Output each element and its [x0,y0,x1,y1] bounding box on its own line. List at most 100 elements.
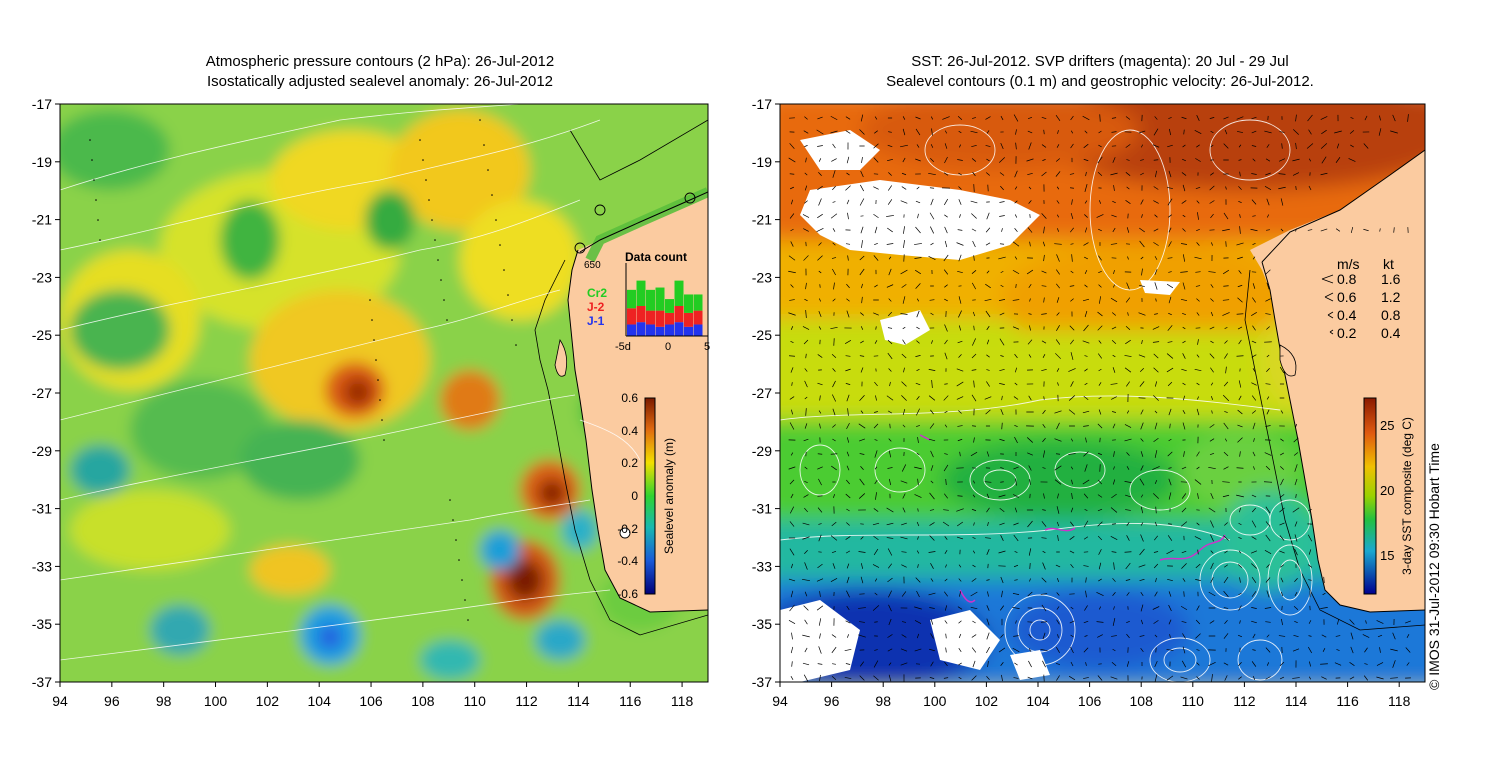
velocity-arrow [858,493,866,499]
velocity-arrow [1167,535,1173,541]
velocity-arrow [1071,492,1073,500]
velocity-arrow [887,327,893,329]
velocity-arrow [956,521,964,527]
velocity-arrow [901,551,907,553]
velocity-arrow [970,130,978,134]
velocity-arrow [973,380,975,388]
velocity-arrow [1042,354,1046,358]
velocity-arrow [1266,282,1270,290]
velocity-arrow [1140,438,1144,442]
velocity-arrow [1182,422,1186,430]
right-xtick-label: 108 [1130,693,1154,709]
velocity-arrow [1056,592,1060,596]
sst-colorbar: 25 20 15 3-day SST composite (deg C) [1363,397,1414,595]
velocity-arrow [1181,493,1187,499]
velocity-arrow [788,255,796,261]
velocity-arrow [1152,326,1160,330]
velocity-arrow [832,185,836,191]
velocity-arrow [1154,282,1158,290]
velocity-arrow [943,493,949,499]
velocity-arrow [1070,563,1074,569]
velocity-arrow [818,478,822,486]
data-count-bar-j1 [665,324,674,336]
velocity-arrow [1098,340,1102,344]
velocity-arrow [874,242,878,246]
velocity-arrow [1111,661,1117,667]
velocity-arrow [802,536,810,540]
velocity-arrow [1237,284,1243,288]
velocity-arrow [1224,340,1228,344]
velocity-arrow [832,228,836,232]
velocity-arrow [1098,255,1102,261]
velocity-arrow [1379,228,1381,232]
velocity-arrow [1124,355,1132,357]
velocity-arrow [1096,214,1104,218]
vel-legend-arrow-08 [1321,274,1334,284]
velocity-arrow [1084,200,1088,204]
velocity-arrow [1321,156,1327,164]
velocity-arrow [1350,226,1354,234]
velocity-arrow [1041,144,1047,148]
velocity-arrow [1293,452,1299,456]
sla-tick-3: 0 [631,489,638,503]
velocity-arrow [888,604,892,612]
velocity-arrow [1237,564,1243,568]
velocity-arrow [1041,270,1047,274]
velocity-arrow [860,312,864,316]
velocity-arrow [1112,592,1116,596]
left-map: 650 Data count -5d 0 5 Cr2 J-2 J-1 0.6 0… [32,96,710,709]
velocity-arrow [1238,144,1242,148]
velocity-arrow [1126,633,1130,639]
velocity-arrow [1154,313,1158,315]
velocity-arrow [874,116,878,120]
velocity-arrow [1182,382,1186,386]
velocity-arrow [1083,256,1089,260]
velocity-arrow [1379,647,1381,653]
velocity-arrow [1014,256,1018,260]
velocity-arrow [1027,452,1033,456]
velocity-arrow [1098,144,1102,148]
velocity-arrow [805,353,807,359]
velocity-arrow [1236,494,1244,498]
velocity-arrow [1238,270,1242,274]
velocity-arrow [1183,129,1185,135]
velocity-arrow [1070,227,1074,233]
velocity-arrow [958,410,962,414]
velocity-arrow [1013,466,1019,470]
velocity-arrow [888,450,892,458]
velocity-arrow [1322,592,1326,596]
velocity-arrow [1012,241,1020,247]
velocity-arrow [1111,312,1117,316]
velocity-arrow [1068,409,1076,415]
velocity-arrow [1166,353,1174,359]
velocity-arrow [847,408,849,416]
velocity-arrow [805,408,807,416]
velocity-arrow [944,536,948,540]
velocity-arrow [1000,408,1004,416]
velocity-arrow [915,128,921,136]
left-xtick-label: 118 [671,693,694,709]
velocity-arrow [986,381,990,387]
velocity-arrow [1168,438,1172,442]
velocity-arrow [986,605,990,611]
velocity-arrow [1057,493,1059,499]
velocity-arrow [860,536,864,540]
velocity-arrow [1197,493,1199,499]
velocity-arrow [844,677,852,679]
velocity-arrow [1056,606,1060,610]
velocity-arrow [1152,341,1160,343]
velocity-arrow [1057,382,1059,386]
velocity-arrow [986,579,990,581]
velocity-arrow [1027,520,1033,528]
velocity-arrow [1070,438,1074,442]
velocity-arrow [789,521,795,527]
velocity-arrow [1223,212,1229,220]
velocity-arrow [930,480,934,484]
velocity-arrow [985,227,991,233]
velocity-arrow [1028,313,1032,315]
velocity-arrow [1209,424,1215,428]
velocity-arrow [1139,367,1145,373]
velocity-arrow [1378,128,1382,136]
velocity-arrow [901,621,907,623]
right-x-axis: 94 96 98 100 102 104 106 108 110 112 114 116 118 [772,682,1411,709]
